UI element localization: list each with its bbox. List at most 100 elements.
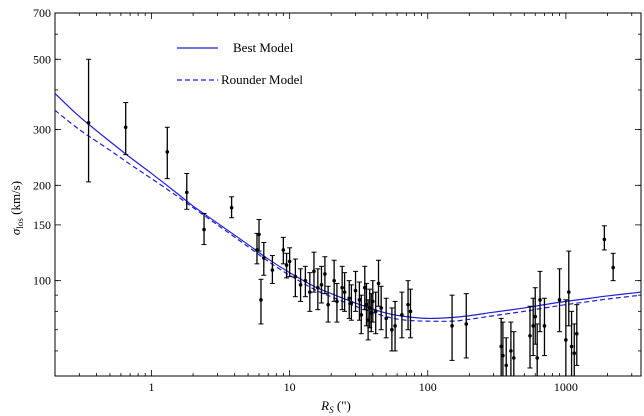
plot-border [54,12,642,377]
data-marker [366,318,370,323]
data-marker [293,274,298,279]
data-point [348,284,354,321]
rounder-model-curve [54,109,642,322]
data-marker [574,331,579,336]
data-marker [379,306,383,310]
data-point [563,299,569,377]
data-point [280,236,286,265]
y-tick-label: 700 [33,6,51,20]
data-point [164,126,170,180]
data-marker [326,302,330,307]
data-marker [349,301,354,305]
data-marker [512,356,516,360]
data-marker [535,356,539,360]
data-point [256,218,262,252]
data-marker [123,125,128,130]
data-point [373,291,379,335]
data-point [261,241,267,276]
data-marker [602,237,607,242]
data-marker [564,338,568,342]
y-tick-label: 300 [33,123,51,137]
x-tick-label: 1000 [554,380,578,394]
data-marker [357,298,362,302]
data-marker [390,327,394,332]
data-point [184,172,190,210]
data-point [511,331,517,377]
data-marker [393,324,397,328]
data-point [229,196,235,219]
data-marker [281,248,286,252]
data-marker [257,232,261,237]
data-marker [569,344,574,349]
data-point [574,304,580,366]
data-point [389,307,395,352]
data-point [298,268,304,302]
data-point [376,259,382,307]
data-point [449,294,455,361]
data-marker [364,302,369,307]
data-marker [367,306,372,310]
data-marker [400,313,404,317]
plot-frame [54,12,642,377]
data-marker [323,272,327,276]
data-marker [284,263,289,267]
data-marker [270,268,275,272]
data-point [508,321,514,377]
y-axis-title: σlos (km/s) [8,181,25,235]
data-point [383,297,389,339]
data-point [610,252,616,282]
data-point [527,305,533,369]
data-marker [308,290,312,294]
data-point [339,265,345,311]
data-point [346,280,352,319]
data-marker [533,314,538,319]
data-point [342,272,348,312]
data-marker [572,351,577,356]
data-marker [611,265,615,270]
data-marker [312,269,316,274]
data-marker [335,299,339,304]
model-curves [54,93,642,322]
data-marker [566,290,571,294]
x-tick-label: 1 [149,380,155,394]
data-point [378,285,384,331]
data-marker [184,190,189,195]
data-point [258,278,264,325]
data-marker [262,256,266,260]
data-point [503,337,509,377]
tick-labels: 1 10 100 1000 100 150 200 300 500 700 [33,6,578,394]
data-marker [202,227,206,232]
data-point [123,102,129,156]
data-point [569,310,575,377]
data-point [537,270,543,333]
data-point [325,285,331,323]
data-marker [332,278,336,283]
data-marker [316,285,320,290]
data-marker [298,283,303,287]
data-point [315,268,321,311]
data-point [534,323,540,377]
data-marker [319,283,324,287]
data-marker [373,309,378,314]
data-point [331,259,337,302]
y-tick-label: 100 [33,274,51,288]
data-marker [362,285,367,290]
data-point [358,294,364,335]
data-point [287,247,293,278]
data-point [532,287,538,345]
data-point [311,251,317,293]
data-marker [504,363,509,368]
x-tick-label: 100 [419,380,437,394]
data-marker [287,259,292,264]
data-point [334,282,340,323]
data-marker [464,322,469,326]
data-point [541,297,547,357]
data-point [500,321,506,377]
data-marker [450,324,454,328]
x-axis-title: RS (") [320,398,351,415]
data-marker [528,333,532,338]
data-point [201,212,207,246]
y-tick-label: 150 [33,218,51,232]
data-marker [542,324,547,328]
data-marker [229,205,234,210]
